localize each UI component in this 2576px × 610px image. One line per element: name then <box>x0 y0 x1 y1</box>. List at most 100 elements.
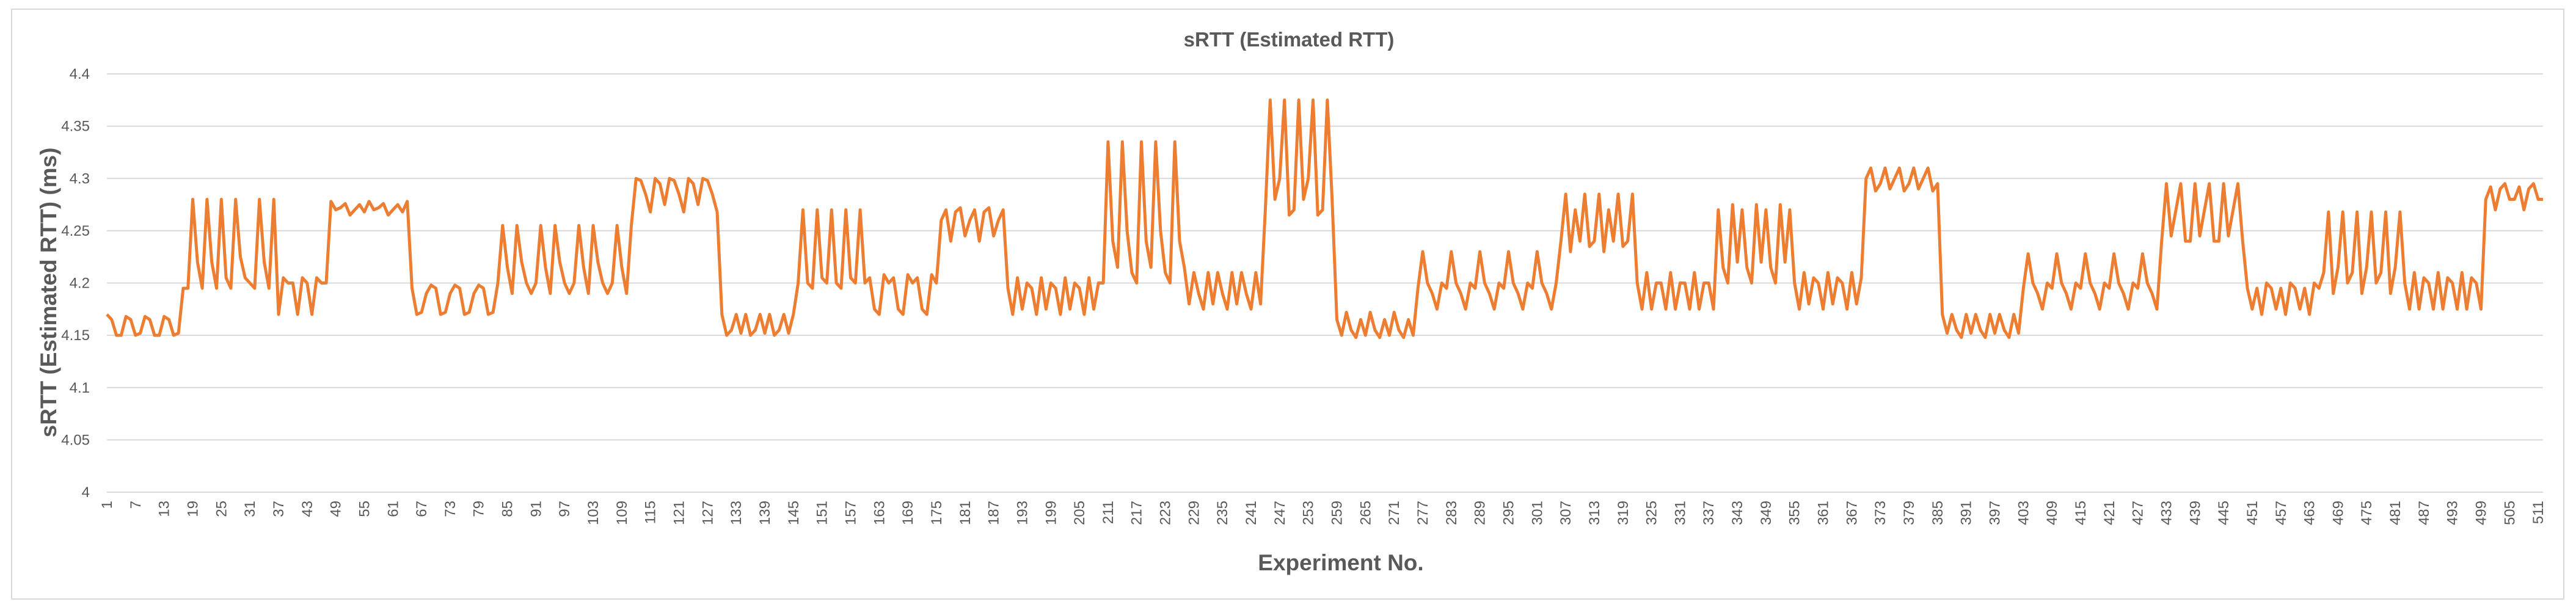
series-layer <box>106 98 2543 339</box>
x-tick-label: 307 <box>1558 501 1574 525</box>
x-tick-label: 481 <box>2387 501 2404 525</box>
y-tick-label: 4.2 <box>70 275 90 292</box>
x-tick-label: 331 <box>1672 501 1688 525</box>
y-tick-label: 4.15 <box>61 327 90 344</box>
x-tick-label: 505 <box>2501 501 2518 525</box>
x-tick-label: 205 <box>1071 501 1088 525</box>
x-tick-label: 391 <box>1958 501 1975 525</box>
x-tick-label: 433 <box>2158 501 2175 525</box>
x-tick-label: 151 <box>814 501 831 525</box>
x-tick-label: 25 <box>213 501 230 517</box>
x-tick-label: 439 <box>2187 501 2203 525</box>
x-tick-label: 7 <box>128 501 144 509</box>
x-tick-label: 367 <box>1844 501 1860 525</box>
x-tick-label: 169 <box>900 501 916 525</box>
x-tick-label: 427 <box>2130 501 2147 525</box>
series-line-0 <box>106 98 2543 339</box>
x-tick-label: 379 <box>1901 501 1917 525</box>
x-tick-label: 451 <box>2244 501 2261 525</box>
chart-frame: sRTT (Estimated RTT) 4 4.05 4.1 4.15 4.2 4.25… <box>11 9 2564 600</box>
y-tick-labels: 4 4.05 4.1 4.15 4.2 4.25 4.3 4.35 4.4 <box>61 66 90 501</box>
x-tick-label: 31 <box>242 501 258 517</box>
x-tick-label: 73 <box>442 501 459 517</box>
x-tick-label: 457 <box>2273 501 2290 525</box>
x-tick-label: 1 <box>99 501 115 509</box>
x-tick-label: 271 <box>1386 501 1403 525</box>
x-tick-labels: 1 7 13 19 25 31 37 43 49 55 61 67 73 79 85 91 97 103 109 11… <box>99 501 2547 525</box>
x-tick-label: 181 <box>957 501 974 525</box>
x-tick-label: 301 <box>1529 501 1545 525</box>
x-tick-label: 229 <box>1186 501 1202 525</box>
x-tick-label: 445 <box>2216 501 2232 525</box>
x-tick-label: 475 <box>2359 501 2375 525</box>
x-axis-title: Experiment No. <box>1258 550 1423 575</box>
x-tick-label: 175 <box>929 501 945 525</box>
x-tick-label: 295 <box>1500 501 1517 525</box>
x-tick-label: 319 <box>1615 501 1632 525</box>
x-tick-label: 361 <box>1815 501 1832 525</box>
x-tick-label: 499 <box>2473 501 2490 525</box>
x-tick-label: 19 <box>184 501 201 517</box>
x-tick-label: 313 <box>1586 501 1603 525</box>
x-tick-label: 223 <box>1158 501 1174 525</box>
x-tick-label: 109 <box>614 501 630 525</box>
x-tick-label: 349 <box>1758 501 1775 525</box>
y-tick-label: 4.1 <box>70 380 90 396</box>
x-tick-label: 55 <box>356 501 373 517</box>
x-tick-label: 325 <box>1644 501 1660 525</box>
x-tick-label: 373 <box>1872 501 1889 525</box>
x-tick-label: 37 <box>271 501 287 517</box>
x-tick-label: 463 <box>2302 501 2318 525</box>
x-tick-label: 403 <box>2015 501 2032 525</box>
x-tick-label: 289 <box>1472 501 1489 525</box>
x-tick-label: 337 <box>1701 501 1717 525</box>
chart-title: sRTT (Estimated RTT) <box>1184 28 1395 51</box>
x-tick-label: 247 <box>1272 501 1288 525</box>
x-tick-label: 265 <box>1357 501 1374 525</box>
x-tick-label: 469 <box>2330 501 2346 525</box>
x-tick-label: 355 <box>1787 501 1803 525</box>
x-tick-label: 103 <box>585 501 602 525</box>
y-tick-label: 4.35 <box>61 118 90 135</box>
y-tick-label: 4.4 <box>70 66 90 82</box>
x-tick-label: 397 <box>1987 501 2004 525</box>
x-tick-label: 121 <box>671 501 688 525</box>
x-tick-label: 235 <box>1214 501 1231 525</box>
chart-svg: sRTT (Estimated RTT) 4 4.05 4.1 4.15 4.2 4.25… <box>36 28 2547 575</box>
y-tick-label: 4.3 <box>70 170 90 187</box>
x-tick-label: 253 <box>1301 501 1317 525</box>
x-tick-label: 115 <box>643 501 659 524</box>
x-tick-label: 97 <box>556 501 573 517</box>
x-tick-label: 283 <box>1443 501 1460 525</box>
y-tick-label: 4 <box>82 484 90 501</box>
x-tick-label: 133 <box>728 501 745 525</box>
y-tick-label: 4.05 <box>61 432 90 448</box>
x-tick-label: 139 <box>757 501 773 525</box>
x-tick-label: 493 <box>2445 501 2461 525</box>
x-tick-label: 127 <box>699 501 716 525</box>
x-tick-label: 43 <box>299 501 316 517</box>
x-tick-label: 199 <box>1043 501 1059 525</box>
x-tick-label: 157 <box>842 501 859 525</box>
x-tick-label: 61 <box>385 501 401 517</box>
x-tick-label: 277 <box>1415 501 1431 525</box>
x-tick-label: 421 <box>2101 501 2118 525</box>
x-tick-label: 385 <box>1930 501 1946 525</box>
x-tick-label: 85 <box>500 501 516 517</box>
x-tick-label: 79 <box>471 501 487 517</box>
x-tick-label: 193 <box>1014 501 1031 525</box>
y-tick-label: 4.25 <box>61 223 90 239</box>
x-tick-label: 187 <box>986 501 1002 525</box>
x-tick-label: 343 <box>1729 501 1746 525</box>
x-tick-label: 67 <box>414 501 430 517</box>
x-tick-label: 163 <box>871 501 888 525</box>
y-axis-title: sRTT (Estimated RTT) (ms) <box>36 148 61 438</box>
x-tick-label: 511 <box>2530 501 2547 524</box>
x-tick-label: 241 <box>1243 501 1260 525</box>
x-tick-label: 91 <box>528 501 544 517</box>
x-tick-label: 409 <box>2044 501 2060 525</box>
x-tick-label: 415 <box>2073 501 2089 525</box>
x-tick-label: 259 <box>1329 501 1346 525</box>
x-tick-label: 217 <box>1129 501 1145 525</box>
x-tick-label: 487 <box>2416 501 2432 525</box>
